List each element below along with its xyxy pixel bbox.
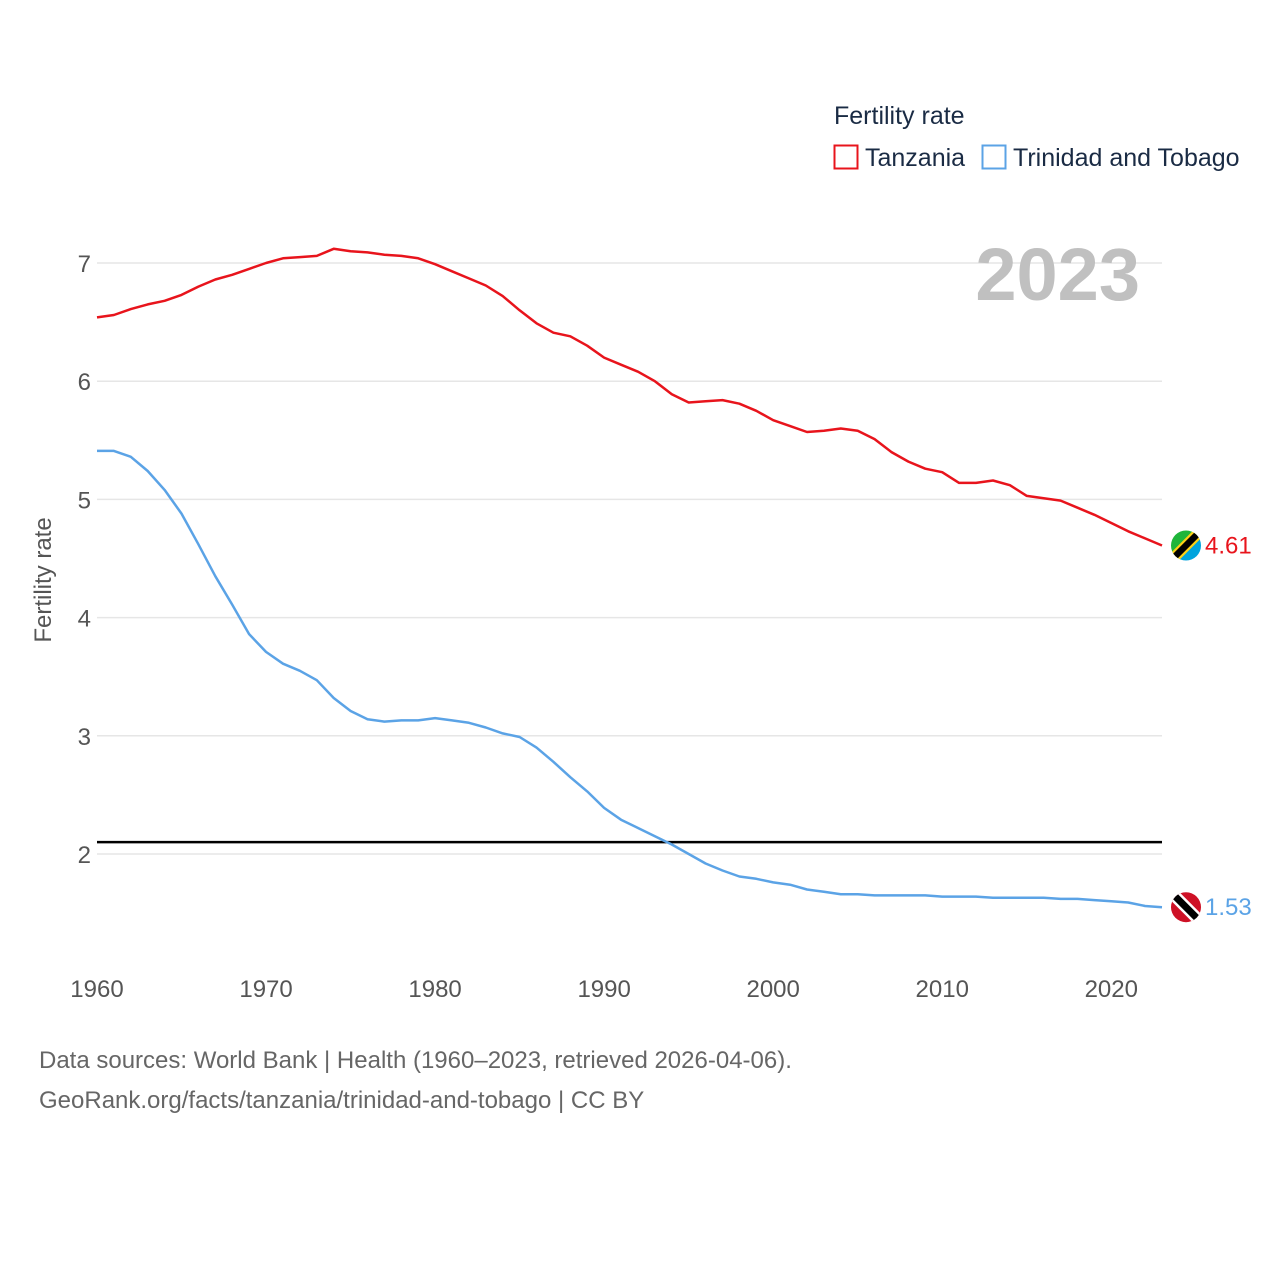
- x-tick-label: 2020: [1085, 976, 1138, 1003]
- data-source-line: Data sources: World Bank | Health (1960–…: [39, 1047, 792, 1074]
- legend-title: Fertility rate: [834, 102, 965, 130]
- y-axis-title: Fertility rate: [30, 517, 57, 642]
- y-tick-label: 5: [78, 487, 91, 514]
- series-line-trinidad-and-tobago[interactable]: [97, 449, 1163, 909]
- legend-label-trinidad-and-tobago: Trinidad and Tobago: [1013, 144, 1240, 172]
- x-tick-label: 2010: [916, 976, 969, 1003]
- y-tick-label: 4: [78, 606, 91, 633]
- legend-item-trinidad-and-tobago[interactable]: Trinidad and Tobago: [981, 144, 1240, 172]
- end-value-label-trinidad-and-tobago: 1.53: [1205, 894, 1252, 921]
- x-tick-label: 1990: [577, 976, 630, 1003]
- series-lines: [96, 247, 1163, 909]
- series-line-tanzania[interactable]: [96, 247, 1163, 547]
- legend-swatch-tanzania: [833, 144, 859, 170]
- x-tick-label: 2000: [746, 976, 799, 1003]
- y-tick-label: 7: [78, 251, 91, 278]
- legend-item-tanzania[interactable]: Tanzania: [833, 144, 966, 172]
- grid: [97, 262, 1162, 855]
- trinidad-and-tobago-flag-icon: [1171, 892, 1201, 923]
- y-tick-label: 3: [78, 724, 91, 751]
- tanzania-flag-icon: [1171, 530, 1201, 561]
- legend: Fertility rate Tanzania Trinidad and Tob…: [833, 102, 1240, 172]
- x-tick-label: 1980: [408, 976, 461, 1003]
- legend-swatch-trinidad-and-tobago: [981, 144, 1007, 170]
- data-source-url[interactable]: GeoRank.org/facts/tanzania/trinidad-and-…: [39, 1087, 644, 1114]
- x-tick-label: 1960: [70, 976, 123, 1003]
- x-tick-label: 1970: [239, 976, 292, 1003]
- x-axis-ticks: 1960 1970 1980 1990 2000 2010 2020: [70, 976, 1138, 1003]
- y-tick-label: 2: [78, 842, 91, 869]
- end-value-label-tanzania: 4.61: [1205, 532, 1252, 559]
- current-year-label: 2023: [975, 233, 1140, 316]
- legend-label-tanzania: Tanzania: [865, 144, 965, 172]
- y-axis-ticks: 2 3 4 5 6 7: [78, 251, 91, 869]
- y-tick-label: 6: [78, 369, 91, 396]
